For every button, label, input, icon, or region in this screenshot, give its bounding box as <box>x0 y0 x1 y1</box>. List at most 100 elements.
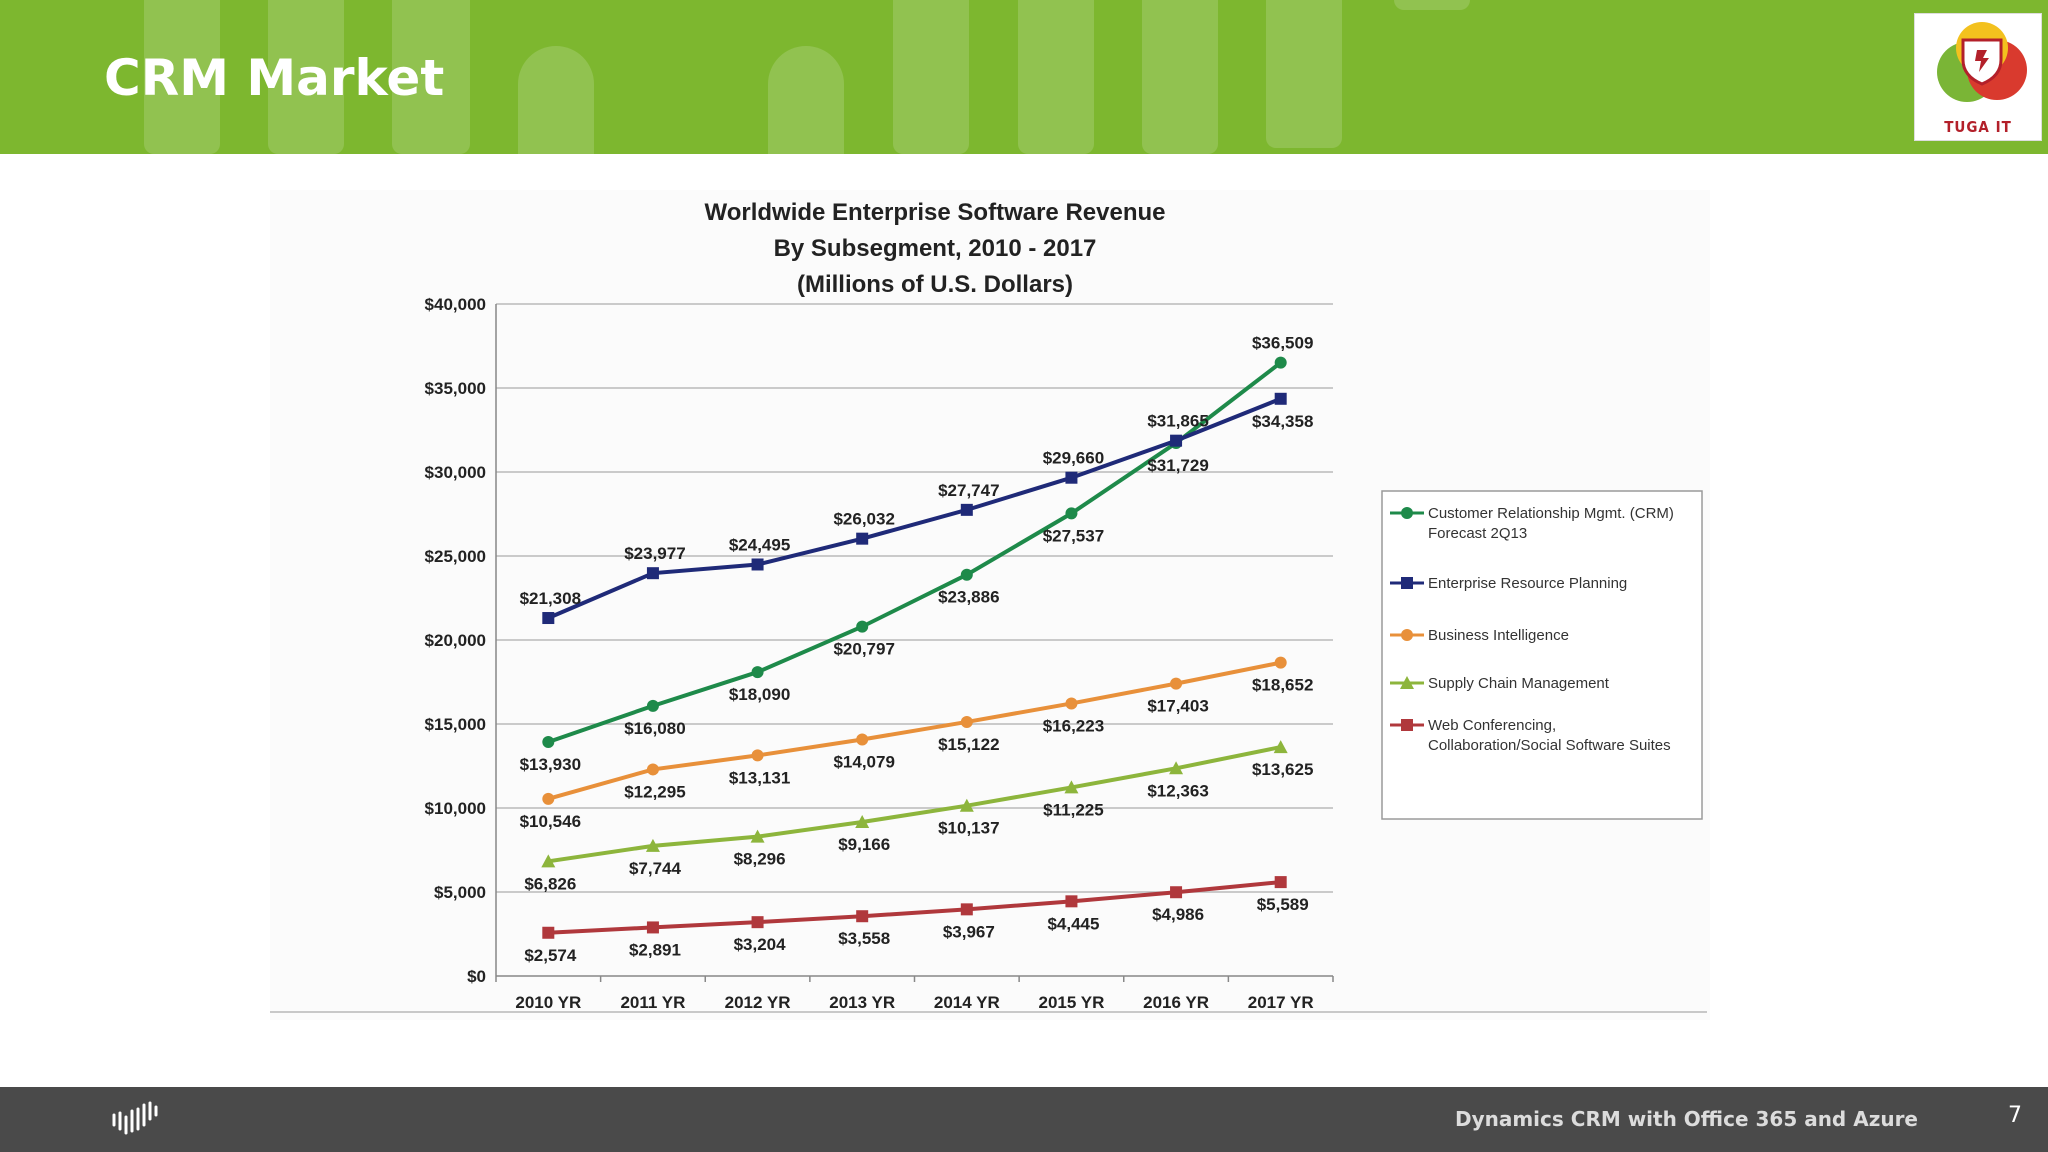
data-point <box>1065 471 1078 484</box>
data-label: $2,574 <box>524 946 577 965</box>
logo-text: TUGA IT <box>1944 118 2012 136</box>
y-tick-label: $5,000 <box>434 883 486 902</box>
legend-label: Forecast 2Q13 <box>1428 525 1527 542</box>
data-point <box>856 733 869 746</box>
data-label: $23,977 <box>624 544 685 563</box>
y-tick-label: $15,000 <box>425 715 486 734</box>
series-line <box>547 660 1282 801</box>
data-point <box>542 926 555 939</box>
header-decoration <box>768 46 844 154</box>
x-tick-label: 2012 YR <box>725 993 791 1012</box>
data-label: $27,537 <box>1043 526 1104 545</box>
data-point <box>960 715 973 728</box>
data-label: $27,747 <box>938 481 999 500</box>
header-decoration <box>518 46 594 154</box>
legend-swatch-marker <box>1400 676 1414 689</box>
data-label: $4,986 <box>1152 905 1204 924</box>
data-point <box>1170 677 1183 690</box>
slide-header: CRM Market TUGA IT <box>0 0 2048 154</box>
data-point <box>1274 656 1287 669</box>
data-point <box>646 699 659 712</box>
data-point <box>1170 886 1183 899</box>
data-label: $4,445 <box>1047 914 1099 933</box>
page-number: 7 <box>2008 1103 2022 1128</box>
x-tick-label: 2015 YR <box>1039 993 1105 1012</box>
data-label: $12,295 <box>624 782 685 801</box>
legend-swatch-marker <box>1401 507 1413 519</box>
data-label: $10,137 <box>938 819 999 838</box>
data-point <box>646 763 659 776</box>
data-label: $15,122 <box>938 735 999 754</box>
x-tick-label: 2013 YR <box>829 993 895 1012</box>
legend-swatch-marker <box>1401 719 1413 731</box>
data-point <box>1274 876 1287 889</box>
data-label: $16,080 <box>624 719 685 738</box>
data-point <box>960 568 973 581</box>
data-point <box>751 666 764 679</box>
header-decoration <box>1394 0 1470 10</box>
data-label: $31,865 <box>1147 412 1208 431</box>
series-line <box>548 745 1282 864</box>
data-point <box>1273 740 1288 754</box>
line-chart: Worldwide Enterprise Software Revenue By … <box>270 199 1707 1013</box>
x-tick-label: 2010 YR <box>515 993 581 1012</box>
page-title: CRM Market <box>104 49 445 107</box>
data-label: $17,403 <box>1147 697 1208 716</box>
x-tick-label: 2014 YR <box>934 993 1000 1012</box>
data-point <box>1274 392 1287 405</box>
y-tick-label: $25,000 <box>425 547 486 566</box>
series-line <box>548 880 1281 935</box>
header-decoration <box>1142 0 1218 154</box>
legend-label: Customer Relationship Mgmt. (CRM) <box>1428 505 1674 522</box>
legend-label: Enterprise Resource Planning <box>1428 575 1627 592</box>
data-point <box>959 798 974 812</box>
footer-text: Dynamics CRM with Office 365 and Azure <box>1454 1107 1918 1131</box>
data-label: $36,509 <box>1252 334 1313 353</box>
data-point <box>542 735 555 748</box>
legend-swatch-marker <box>1401 629 1413 641</box>
data-point <box>856 620 869 633</box>
y-tick-label: $20,000 <box>425 631 486 650</box>
data-label: $16,223 <box>1043 716 1104 735</box>
y-tick-label: $0 <box>467 967 486 986</box>
data-point <box>541 854 556 868</box>
data-label: $23,886 <box>938 588 999 607</box>
data-label: $18,652 <box>1252 676 1313 695</box>
data-label: $31,729 <box>1147 456 1208 475</box>
data-label: $9,166 <box>838 835 890 854</box>
data-label: $12,363 <box>1147 781 1208 800</box>
data-point <box>856 532 869 545</box>
chart-area: Worldwide Enterprise Software Revenue By … <box>270 190 1710 1020</box>
data-label: $3,558 <box>838 929 890 948</box>
legend-label: Supply Chain Management <box>1428 675 1610 692</box>
y-tick-label: $10,000 <box>425 799 486 818</box>
data-point <box>1065 895 1078 908</box>
header-decoration <box>893 0 969 154</box>
data-label: $7,744 <box>629 859 682 878</box>
data-point <box>1065 697 1078 710</box>
y-tick-label: $40,000 <box>425 295 486 314</box>
data-label: $10,546 <box>520 812 581 831</box>
header-decoration <box>144 0 220 154</box>
data-point <box>645 838 660 852</box>
y-tick-label: $35,000 <box>425 379 486 398</box>
data-point <box>1065 507 1078 520</box>
data-point <box>751 749 764 762</box>
data-point <box>960 903 973 916</box>
header-decoration <box>1266 0 1342 148</box>
series-line <box>547 396 1282 620</box>
header-decoration <box>1018 0 1094 154</box>
data-label: $26,032 <box>833 510 894 529</box>
data-point <box>1170 434 1183 447</box>
data-point <box>855 815 870 829</box>
chart-title-line: Worldwide Enterprise Software Revenue <box>704 199 1165 226</box>
data-label: $34,358 <box>1252 412 1313 431</box>
x-tick-label: 2017 YR <box>1248 993 1314 1012</box>
data-label: $29,660 <box>1043 449 1104 468</box>
chart-title-line: (Millions of U.S. Dollars) <box>797 271 1073 298</box>
slide-footer: Dynamics CRM with Office 365 and Azure 7 <box>0 1087 2048 1152</box>
data-point <box>1064 780 1079 794</box>
data-label: $14,079 <box>833 752 894 771</box>
data-label: $5,589 <box>1257 895 1309 914</box>
data-point <box>646 567 659 580</box>
